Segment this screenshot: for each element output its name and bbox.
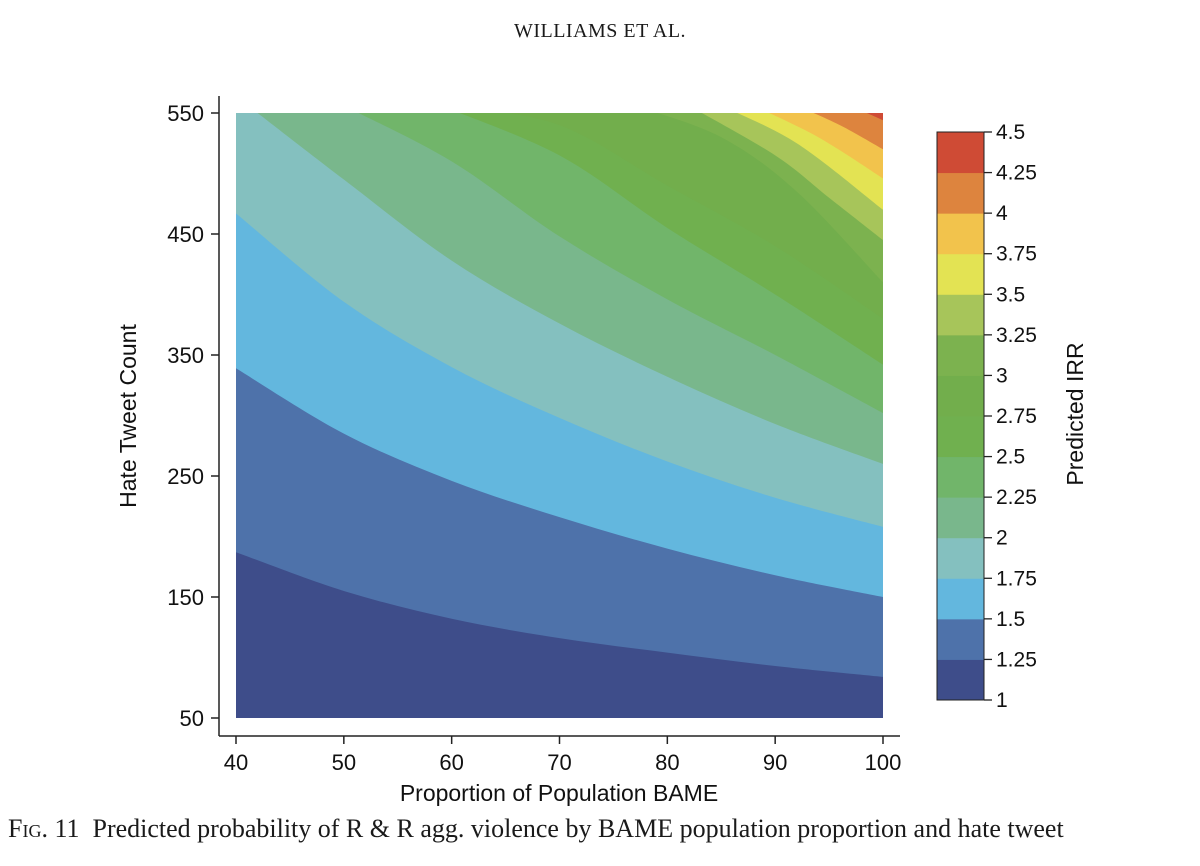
colorbar-tick-label: 2.25: [996, 486, 1037, 509]
colorbar-tick-label: 1.5: [996, 608, 1025, 631]
colorbar-tick-label: 4: [996, 202, 1008, 225]
colorbar-tick-label: 3: [996, 364, 1008, 387]
y-tick-label: 50: [180, 706, 204, 731]
colorbar-segment: [937, 578, 984, 620]
colorbar-tick-label: 3.75: [996, 243, 1037, 266]
colorbar-tick-label: 1.25: [996, 648, 1037, 671]
colorbar-segment: [937, 537, 984, 579]
x-tick-label: 80: [655, 750, 679, 775]
figure-caption: Fig. 11 Predicted probability of R & R a…: [8, 814, 1200, 844]
colorbar-segment: [937, 497, 984, 539]
contour-band-4-25: [866, 113, 883, 121]
colorbar-tick-label: 3.25: [996, 324, 1037, 347]
colorbar-segment: [937, 334, 984, 376]
colorbar-tick-label: 3.5: [996, 283, 1025, 306]
colorbar-tick-label: 2.5: [996, 446, 1025, 469]
colorbar-tick-label: 4.25: [996, 162, 1037, 185]
running-head: WILLIAMS ET AL.: [513, 20, 687, 42]
x-tick-label: 50: [332, 750, 356, 775]
colorbar-segment: [937, 132, 984, 174]
colorbar-tick-label: 2.75: [996, 405, 1037, 428]
y-tick-label: 550: [167, 101, 204, 126]
y-tick-label: 350: [167, 343, 204, 368]
x-tick-label: 70: [547, 750, 571, 775]
x-tick-label: 90: [763, 750, 787, 775]
x-tick-label: 100: [865, 750, 902, 775]
y-tick-label: 450: [167, 222, 204, 247]
colorbar-segment: [937, 253, 984, 295]
colorbar-segment: [937, 294, 984, 336]
colorbar-segment: [937, 416, 984, 458]
colorbar-tick-label: 1.75: [996, 567, 1037, 590]
y-tick-label: 250: [167, 464, 204, 489]
caption-text: Predicted probability of R & R agg. viol…: [92, 814, 1064, 843]
colorbar-title: Predicted IRR: [1062, 342, 1088, 485]
colorbar-segment: [937, 172, 984, 214]
caption-label: Fig. 11: [8, 814, 80, 843]
x-tick-label: 40: [224, 750, 248, 775]
y-tick-label: 150: [167, 585, 204, 610]
colorbar: 1 1.25 1.5 1.75 2 2.25 2.5 2.75 3 3.25 3.5 3.75 4 4.2…: [936, 121, 1037, 712]
colorbar-tick-label: 1: [996, 689, 1008, 712]
y-axis-title: Hate Tweet Count: [115, 324, 141, 508]
axes: 50 150 250 350 450 550 40 50 60 70 80 90 100: [167, 96, 901, 775]
colorbar-segment: [937, 618, 984, 660]
x-axis-title: Proportion of Population BAME: [400, 780, 718, 806]
colorbar-segment: [937, 456, 984, 498]
colorbar-segment: [937, 213, 984, 255]
contour-band-4: [813, 113, 883, 150]
x-tick-label: 60: [439, 750, 463, 775]
plot-area: [236, 113, 883, 718]
colorbar-tick-label: 4.5: [996, 121, 1025, 144]
colorbar-segment: [937, 375, 984, 417]
colorbar-segment: [937, 659, 984, 701]
colorbar-tick-label: 2: [996, 527, 1008, 550]
